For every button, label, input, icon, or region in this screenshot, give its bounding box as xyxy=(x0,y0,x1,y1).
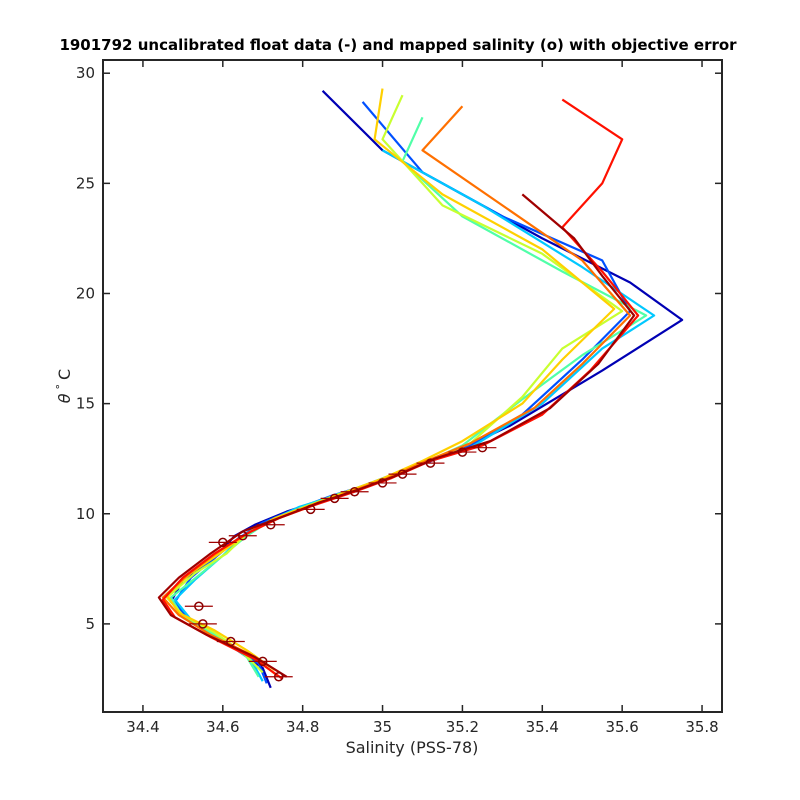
mapped-point xyxy=(477,442,488,453)
mapped-point xyxy=(457,447,468,457)
x-tick-label: 34.4 xyxy=(126,718,159,736)
y-axis-label: θ°C xyxy=(54,369,74,403)
mapped-point xyxy=(257,656,268,667)
x-tick-label: 35.6 xyxy=(605,718,638,736)
profile-line xyxy=(165,88,616,671)
plot-frame xyxy=(102,59,723,713)
mapped-point xyxy=(273,672,284,682)
x-tick-label: 34.6 xyxy=(206,718,239,736)
profile-line xyxy=(161,105,632,678)
x-axis-label: Salinity (PSS-78) xyxy=(346,738,479,757)
x-tick-label: 35.4 xyxy=(526,718,559,736)
profile-line xyxy=(173,101,632,684)
x-tick-label: 35.2 xyxy=(446,718,479,736)
profile-line xyxy=(173,149,656,682)
mapped-point xyxy=(218,537,228,548)
profile-line xyxy=(169,116,648,678)
chart-title: 1901792 uncalibrated float data (-) and … xyxy=(59,36,737,54)
y-tick-label: 10 xyxy=(76,505,95,523)
mapped-point xyxy=(349,486,360,497)
x-tick-label: 34.8 xyxy=(286,718,319,736)
mapped-points-layer xyxy=(184,442,497,682)
mapped-point xyxy=(397,469,408,479)
mapped-point xyxy=(377,478,388,488)
y-axis-label-symbol: θ xyxy=(55,393,74,403)
y-axis-label-unit: C xyxy=(55,369,74,380)
mapped-point xyxy=(265,520,276,530)
mapped-point xyxy=(425,458,436,468)
mapped-point xyxy=(198,619,208,629)
mapped-point xyxy=(329,493,340,504)
x-axis: 34.4 34.6 34.8 35 35.2 35.4 35.6 35.8 xyxy=(126,60,719,736)
y-tick-label: 25 xyxy=(76,174,95,192)
series-layer xyxy=(157,88,684,689)
x-tick-label: 35.8 xyxy=(685,718,718,736)
y-tick-label: 30 xyxy=(76,64,95,82)
y-tick-label: 20 xyxy=(76,284,95,302)
profile-line xyxy=(165,94,624,674)
x-tick-label: 35 xyxy=(373,718,392,736)
mapped-point xyxy=(305,504,316,515)
y-axis: 5 10 15 20 25 30 xyxy=(76,64,722,633)
mapped-point xyxy=(238,531,248,541)
profile-line xyxy=(161,98,640,680)
mapped-point xyxy=(194,601,204,612)
y-tick-label: 5 xyxy=(85,615,95,633)
y-tick-label: 15 xyxy=(76,395,95,413)
mapped-point xyxy=(226,636,236,647)
